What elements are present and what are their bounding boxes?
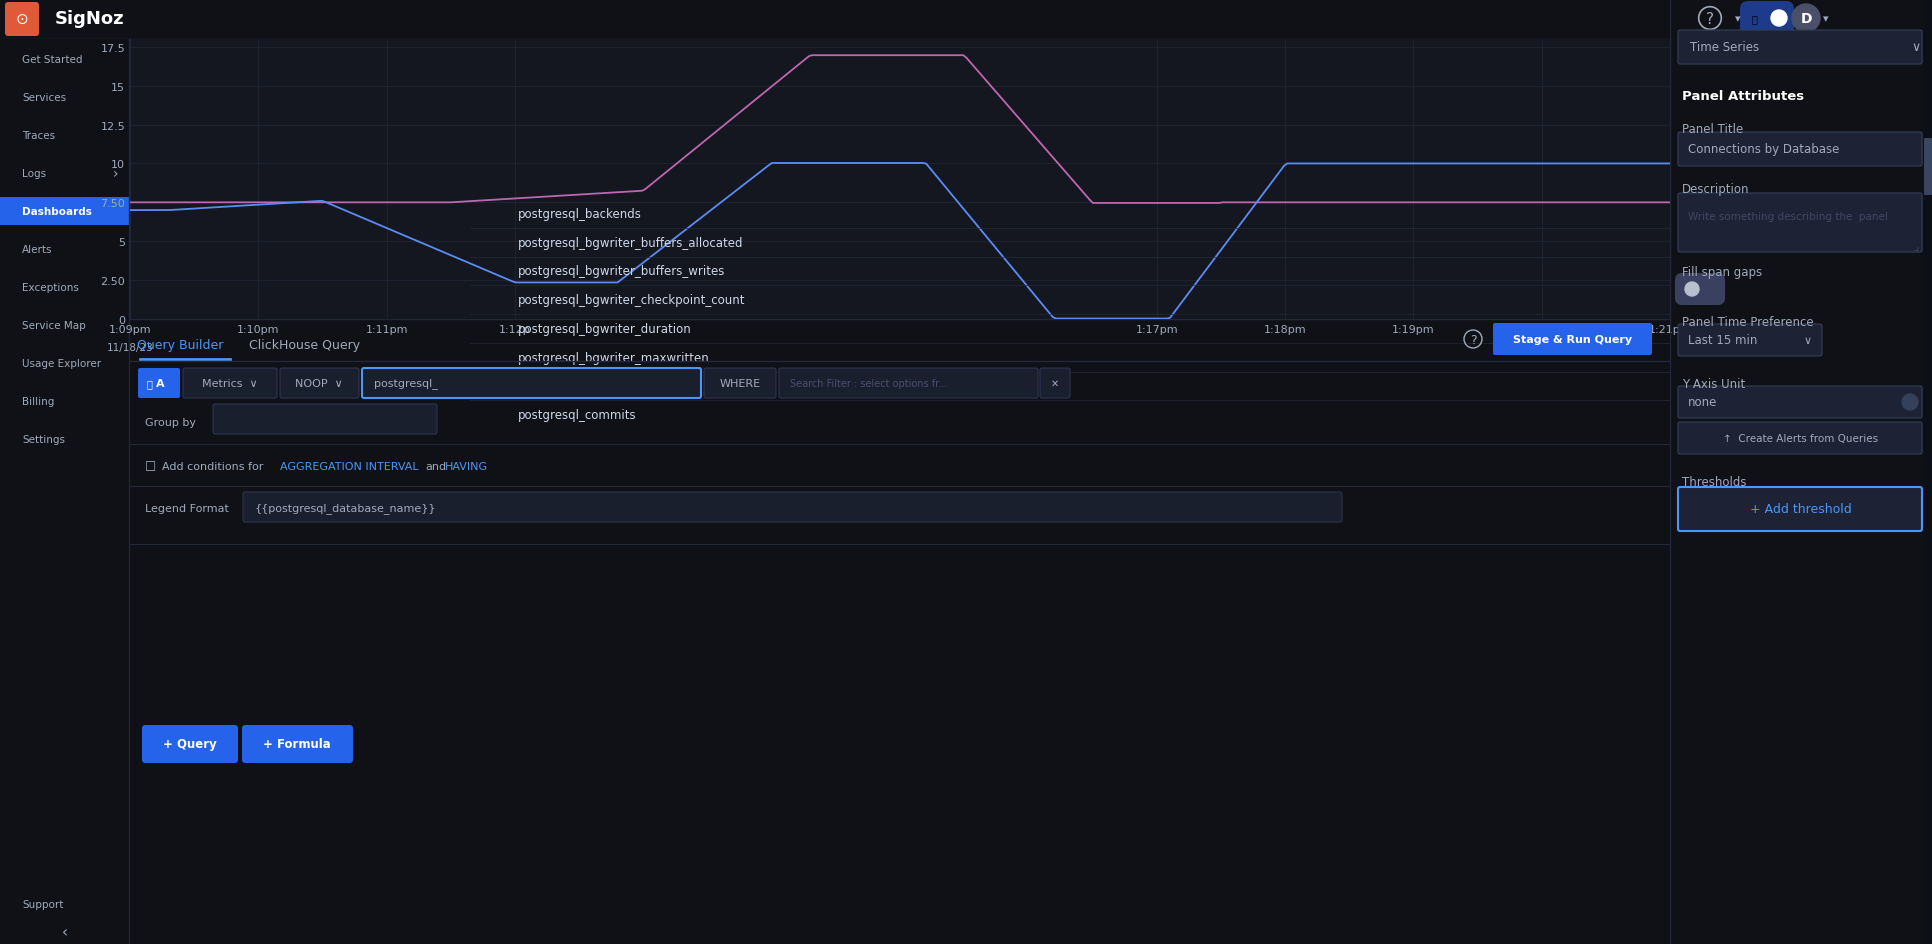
FancyBboxPatch shape <box>1679 325 1822 357</box>
Circle shape <box>1793 5 1820 33</box>
Text: A: A <box>156 379 164 389</box>
Text: postgresql_bgwriter_duration: postgresql_bgwriter_duration <box>518 323 692 335</box>
Text: Get Started: Get Started <box>21 55 83 65</box>
Text: SigNoz: SigNoz <box>54 10 126 28</box>
Circle shape <box>1772 11 1787 27</box>
Text: ∨: ∨ <box>1804 336 1812 346</box>
Text: Description: Description <box>1683 183 1750 196</box>
Text: postgresql_commits: postgresql_commits <box>518 409 638 422</box>
FancyBboxPatch shape <box>280 368 359 398</box>
Circle shape <box>1901 395 1918 411</box>
Text: ∨: ∨ <box>1911 42 1920 55</box>
Circle shape <box>1685 282 1698 296</box>
Text: Stage & Run Query: Stage & Run Query <box>1513 334 1633 345</box>
Text: 11/18/23: 11/18/23 <box>106 342 153 352</box>
Text: and: and <box>425 462 446 471</box>
Text: 🌙: 🌙 <box>1750 14 1756 24</box>
Text: Metrics  ∨: Metrics ∨ <box>203 379 257 389</box>
FancyBboxPatch shape <box>137 368 180 398</box>
Text: Thresholds: Thresholds <box>1683 476 1747 489</box>
Text: + Formula: + Formula <box>263 737 330 750</box>
Text: ?: ? <box>1470 333 1476 346</box>
Text: Panel Title: Panel Title <box>1683 124 1743 136</box>
Text: Logs: Logs <box>21 169 46 178</box>
Text: Write something describing the  panel: Write something describing the panel <box>1689 212 1888 222</box>
Text: postgresql_bgwriter_maxwritten: postgresql_bgwriter_maxwritten <box>518 351 709 364</box>
FancyBboxPatch shape <box>1679 31 1922 65</box>
Text: Last 15 min: Last 15 min <box>1689 334 1758 347</box>
FancyBboxPatch shape <box>1924 139 1932 195</box>
FancyBboxPatch shape <box>703 368 777 398</box>
FancyBboxPatch shape <box>361 368 701 398</box>
Text: Y Axis Unit: Y Axis Unit <box>1683 379 1745 391</box>
Text: ?: ? <box>1706 11 1714 26</box>
Text: Service Map: Service Map <box>21 321 85 330</box>
Text: postgresql_bgwriter_buffers_writes: postgresql_bgwriter_buffers_writes <box>518 265 724 278</box>
Text: Query Builder: Query Builder <box>137 338 224 351</box>
Text: Alerts: Alerts <box>21 244 52 255</box>
Text: AGGREGATION INTERVAL: AGGREGATION INTERVAL <box>280 462 419 471</box>
FancyBboxPatch shape <box>1679 487 1922 531</box>
Text: {{postgresql_database_name}}: {{postgresql_database_name}} <box>255 503 437 514</box>
Text: none: none <box>1689 396 1718 409</box>
FancyBboxPatch shape <box>1493 324 1652 356</box>
Text: ▾: ▾ <box>1824 14 1830 24</box>
Text: Billing: Billing <box>21 396 54 407</box>
Text: postgresql_: postgresql_ <box>375 379 439 389</box>
FancyBboxPatch shape <box>1679 423 1922 454</box>
Text: + Add threshold: + Add threshold <box>1750 503 1853 516</box>
Text: Exceptions: Exceptions <box>21 282 79 293</box>
Text: ClickHouse Query: ClickHouse Query <box>249 338 361 351</box>
Text: Legend Format: Legend Format <box>145 503 228 514</box>
FancyBboxPatch shape <box>1675 274 1725 306</box>
FancyBboxPatch shape <box>779 368 1037 398</box>
Text: 👁: 👁 <box>147 379 153 389</box>
Text: ‹: ‹ <box>62 924 68 939</box>
Text: ✕: ✕ <box>1051 379 1059 389</box>
Text: postgresql_bgwriter_checkpoint_count: postgresql_bgwriter_checkpoint_count <box>518 294 746 307</box>
FancyBboxPatch shape <box>242 725 354 763</box>
Text: Search Filter : select options fr...: Search Filter : select options fr... <box>790 379 947 389</box>
Text: Fill span gaps: Fill span gaps <box>1683 266 1762 279</box>
Text: Connections by Database: Connections by Database <box>1689 143 1839 157</box>
FancyBboxPatch shape <box>184 368 276 398</box>
Text: WHERE: WHERE <box>719 379 761 389</box>
Text: Panel Attributes: Panel Attributes <box>1683 91 1804 104</box>
Text: postgresql_bgwriter_buffers_allocated: postgresql_bgwriter_buffers_allocated <box>518 236 744 249</box>
Text: Group by: Group by <box>145 417 195 428</box>
FancyBboxPatch shape <box>6 3 39 37</box>
FancyBboxPatch shape <box>141 725 238 763</box>
Text: ⌟: ⌟ <box>1913 242 1918 252</box>
Text: Panel Time Preference: Panel Time Preference <box>1683 316 1814 329</box>
FancyBboxPatch shape <box>1039 368 1070 398</box>
Text: ↑  Create Alerts from Queries: ↑ Create Alerts from Queries <box>1723 433 1878 444</box>
Text: Time Series: Time Series <box>1690 42 1760 55</box>
Text: Dashboards: Dashboards <box>21 207 93 217</box>
Text: NOOP  ∨: NOOP ∨ <box>296 379 342 389</box>
Text: Usage Explorer: Usage Explorer <box>21 359 100 368</box>
Text: ⊙: ⊙ <box>15 11 29 26</box>
Text: Services: Services <box>21 93 66 103</box>
Text: + Query: + Query <box>162 737 216 750</box>
FancyBboxPatch shape <box>1679 194 1922 253</box>
FancyBboxPatch shape <box>1679 387 1922 418</box>
FancyBboxPatch shape <box>1679 133 1922 167</box>
Text: Settings: Settings <box>21 434 66 445</box>
FancyBboxPatch shape <box>213 405 437 434</box>
Text: HAVING: HAVING <box>444 462 489 471</box>
Text: ☐: ☐ <box>145 460 156 473</box>
Text: D: D <box>1801 12 1812 26</box>
Text: Traces: Traces <box>21 131 56 141</box>
Text: ›: › <box>112 167 118 181</box>
Text: Support: Support <box>21 899 64 909</box>
Text: ▾: ▾ <box>1735 14 1741 24</box>
FancyBboxPatch shape <box>243 493 1343 522</box>
Text: postgresql_blocks_read: postgresql_blocks_read <box>518 380 655 393</box>
FancyBboxPatch shape <box>1741 2 1795 38</box>
Text: postgresql_backends: postgresql_backends <box>518 208 641 221</box>
FancyBboxPatch shape <box>1924 0 1932 944</box>
Text: Add conditions for: Add conditions for <box>162 462 263 471</box>
FancyBboxPatch shape <box>0 198 129 226</box>
